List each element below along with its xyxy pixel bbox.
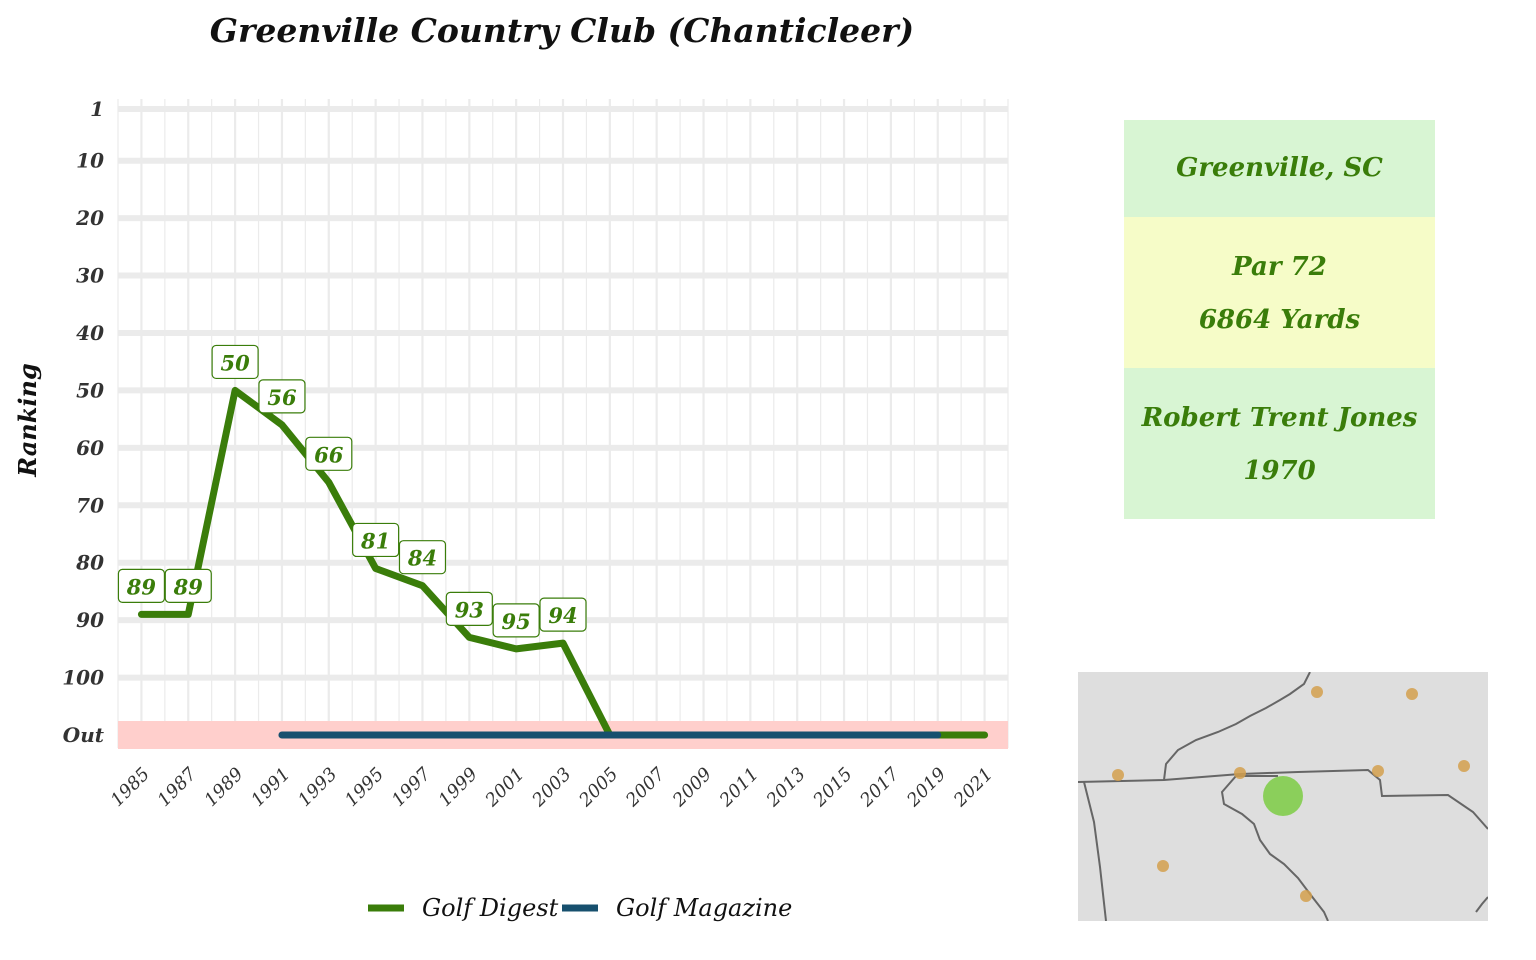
coast-line xyxy=(1475,896,1488,913)
x-tick-label: 2021 xyxy=(949,764,997,812)
grid-layer xyxy=(117,99,1009,748)
y-tick-label: Out xyxy=(63,723,105,747)
legend-label-golf-digest: Golf Digest xyxy=(422,894,559,922)
x-tick-label: 1985 xyxy=(107,764,154,811)
x-tick-label: 2015 xyxy=(809,764,857,812)
legend: Golf Digest Golf Magazine xyxy=(368,894,792,922)
data-label: 93 xyxy=(455,597,484,622)
data-label-box xyxy=(164,568,212,603)
course-location-marker xyxy=(1263,776,1303,816)
location-block: Greenville, SC xyxy=(1124,120,1435,217)
x-tick-labels: 1985 1987 1989 1991 1993 1995 1997 1999 2001 2003… xyxy=(107,763,997,811)
data-label-box xyxy=(539,597,587,632)
y-tick-label: 40 xyxy=(76,321,104,345)
y-tick-labels: 1 10 20 30 40 50 60 70 80 90 100 Out xyxy=(62,97,105,747)
year-text: 1970 xyxy=(1243,456,1316,486)
other-course-marker xyxy=(1157,860,1169,872)
data-label-group: 94 xyxy=(539,597,587,632)
data-label-group: 50 xyxy=(211,344,259,380)
y-tick-label: 30 xyxy=(76,264,104,288)
data-label: 66 xyxy=(314,442,344,467)
y-tick-label: 70 xyxy=(76,493,104,517)
data-label-box xyxy=(211,344,259,380)
data-label-box xyxy=(305,436,353,471)
location-text: Greenville, SC xyxy=(1176,153,1383,183)
data-label: 50 xyxy=(220,350,250,375)
map-points xyxy=(1112,686,1470,902)
data-label: 81 xyxy=(360,528,390,553)
other-course-marker xyxy=(1406,688,1418,700)
data-label: 94 xyxy=(548,603,577,628)
legend-label-golf-magazine: Golf Magazine xyxy=(616,894,792,922)
x-tick-label: 1989 xyxy=(200,764,247,811)
data-label-group: 84 xyxy=(398,540,447,575)
x-tick-label: 2007 xyxy=(621,763,669,811)
data-label: 89 xyxy=(126,574,157,599)
other-course-marker xyxy=(1372,765,1384,777)
data-label-box xyxy=(352,522,400,558)
x-tick-label: 2009 xyxy=(668,764,716,812)
y-tick-label: 10 xyxy=(76,149,104,173)
y-tick-label: 20 xyxy=(75,206,104,230)
other-course-marker xyxy=(1112,769,1124,781)
data-label-box xyxy=(258,379,306,414)
data-labels: 89 89 50 56 66 81 84 93 95 94 xyxy=(117,344,587,638)
y-axis-label: Ranking xyxy=(13,363,42,477)
y-tick-label: 50 xyxy=(76,378,104,402)
other-course-marker xyxy=(1458,760,1470,772)
data-label-group: 89 xyxy=(117,568,166,603)
chart-title: Greenville Country Club (Chanticleer) xyxy=(210,11,914,50)
data-label: 56 xyxy=(267,385,297,410)
location-map xyxy=(1078,672,1488,921)
data-label-group: 89 xyxy=(164,568,212,603)
y-tick-label: 90 xyxy=(76,608,104,632)
x-tick-label: 2001 xyxy=(481,764,529,812)
other-course-marker xyxy=(1311,686,1323,698)
architect-block: Robert Trent Jones 1970 xyxy=(1124,368,1435,519)
y-tick-label: 80 xyxy=(75,551,104,575)
data-label: 89 xyxy=(173,574,204,599)
other-course-marker xyxy=(1300,890,1312,902)
y-tick-label: 60 xyxy=(76,436,104,460)
x-tick-label: 2011 xyxy=(715,764,763,812)
y-tick-label: 1 xyxy=(90,97,104,121)
par-yardage-block: Par 72 6864 Yards xyxy=(1124,217,1435,368)
x-tick-label: 1999 xyxy=(435,764,482,811)
x-tick-label: 2005 xyxy=(574,764,622,812)
yardage-text: 6864 Yards xyxy=(1198,305,1361,335)
x-tick-label: 1997 xyxy=(388,763,436,811)
data-label-group: 81 xyxy=(352,522,400,558)
tn-nc-border xyxy=(1163,672,1311,781)
y-tick-label: 100 xyxy=(62,666,104,690)
x-tick-label: 2003 xyxy=(528,764,576,812)
course-info-panel: Greenville, SC Par 72 6864 Yards Robert … xyxy=(1124,120,1435,519)
x-tick-label: 1995 xyxy=(341,764,388,811)
series-lines xyxy=(137,386,989,739)
x-tick-label: 1993 xyxy=(294,764,341,811)
ga-al-border xyxy=(1083,781,1107,921)
data-label: 95 xyxy=(502,609,531,634)
data-label-group: 95 xyxy=(492,603,540,638)
series-line-golf-digest xyxy=(137,386,989,739)
x-tick-label: 1987 xyxy=(154,763,202,811)
data-label-group: 56 xyxy=(258,379,306,414)
x-tick-label: 1991 xyxy=(247,764,294,811)
data-label: 84 xyxy=(407,546,437,571)
architect-text: Robert Trent Jones xyxy=(1141,403,1418,433)
data-label-box xyxy=(117,568,166,603)
data-label-box xyxy=(398,540,447,575)
par-text: Par 72 xyxy=(1232,252,1327,282)
x-tick-label: 2013 xyxy=(762,764,810,812)
x-tick-label: 2017 xyxy=(855,763,903,811)
data-label-box xyxy=(492,603,540,638)
data-label-group: 66 xyxy=(305,436,353,471)
data-label-box xyxy=(445,591,493,626)
data-label-group: 93 xyxy=(445,591,493,626)
other-course-marker xyxy=(1234,767,1246,779)
x-tick-label: 2019 xyxy=(902,764,950,812)
